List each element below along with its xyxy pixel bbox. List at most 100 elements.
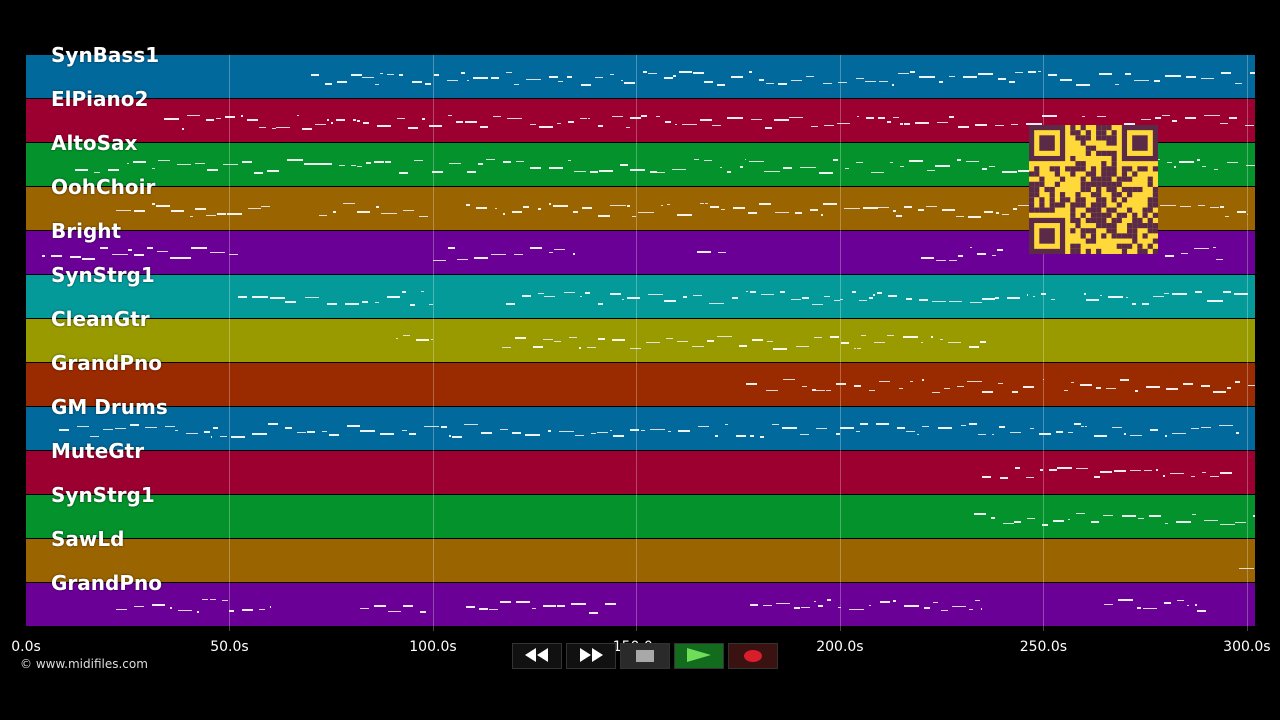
midi-note [864,81,876,82]
transport-controls [512,643,778,669]
midi-note [324,83,333,85]
midi-note [272,128,277,129]
midi-note [823,296,830,297]
midi-note [388,611,401,612]
track-10[interactable]: MuteGtr [26,439,1255,495]
midi-note [626,127,630,128]
midi-note [811,304,824,305]
midi-note [568,337,578,338]
midi-note [373,605,387,607]
midi-note [646,342,661,343]
midi-note [677,341,688,342]
midi-note [1106,388,1117,389]
midi-note [1074,423,1081,425]
midi-note [260,206,271,207]
midi-note [1075,84,1091,86]
fast-forward-button[interactable] [566,643,616,669]
midi-note [773,348,787,350]
midi-note [970,247,973,248]
midi-note [744,159,747,160]
midi-note [171,210,184,212]
midi-note [877,207,889,208]
midi-note [1130,435,1143,436]
midi-note [217,213,226,215]
midi-note [1178,161,1195,163]
copyright-text: © www.midifiles.com [20,657,148,671]
midi-note [1162,475,1166,477]
track-name: SynStrg1 [51,483,155,507]
midi-note [307,431,316,433]
midi-note [760,294,774,295]
midi-note [127,163,130,164]
midi-note [961,425,966,426]
midi-note [694,159,700,160]
midi-note [1187,605,1189,606]
midi-note [418,216,429,217]
midi-note [1191,428,1199,429]
midi-note [1015,467,1020,469]
midi-note [115,210,131,211]
midi-note [774,119,790,121]
stop-button[interactable] [620,643,670,669]
midi-note [1171,293,1188,295]
midi-note [640,115,647,117]
midi-note [908,160,924,162]
track-6[interactable]: SynStrg1 [26,263,1255,319]
track-13[interactable]: GrandPno [26,571,1255,627]
midi-note [1186,76,1196,78]
midi-note [570,603,586,605]
midi-note [449,163,461,164]
midi-note [428,304,433,305]
midi-note [982,298,995,300]
midi-note [251,433,268,435]
midi-note [554,249,566,250]
midi-note [727,171,732,173]
track-2[interactable]: ElPiano2 [26,87,1255,143]
track-8[interactable]: GrandPno [26,351,1255,407]
midi-note [1180,253,1188,254]
midi-note [146,247,153,249]
midi-note [89,436,99,437]
midi-note [465,606,476,608]
midi-note [1219,472,1233,474]
midi-note [1220,524,1235,525]
gridline [229,55,231,631]
midi-note [549,167,563,169]
midi-note [164,118,179,120]
midi-note [586,347,596,348]
timeline[interactable]: SynBass1 ElPiano2 AltoSax OohChoir Bright Syn… [26,43,1255,631]
midi-note [648,294,664,295]
play-button[interactable] [674,643,724,669]
midi-note [1097,116,1106,117]
midi-note [762,605,773,606]
midi-note [42,255,45,257]
midi-note [572,211,578,213]
midi-note [544,296,555,297]
midi-note [1183,383,1193,385]
fast-forward-icon [577,647,605,666]
midi-note [801,297,809,299]
midi-note [920,342,923,343]
midi-note [1136,607,1142,609]
midi-note [838,82,848,83]
record-button[interactable] [728,643,778,669]
track-name: SawLd [51,527,125,551]
track-11[interactable]: SynStrg1 [26,483,1255,539]
midi-note [209,252,226,253]
track-12[interactable]: SawLd [26,527,1255,583]
track-9[interactable]: GM Drums [26,395,1255,451]
midi-note [115,428,126,429]
track-1[interactable]: SynBass1 [26,43,1255,99]
midi-note [322,431,327,432]
midi-note [414,160,423,161]
midi-note [1039,433,1051,435]
midi-note [638,212,655,213]
track-7[interactable]: CleanGtr [26,307,1255,363]
midi-note [937,427,953,429]
midi-note [447,80,458,81]
rewind-button[interactable] [512,643,562,669]
midi-note [128,249,132,251]
gridline [1246,55,1248,631]
midi-note [1201,472,1206,473]
midi-note [297,432,307,433]
